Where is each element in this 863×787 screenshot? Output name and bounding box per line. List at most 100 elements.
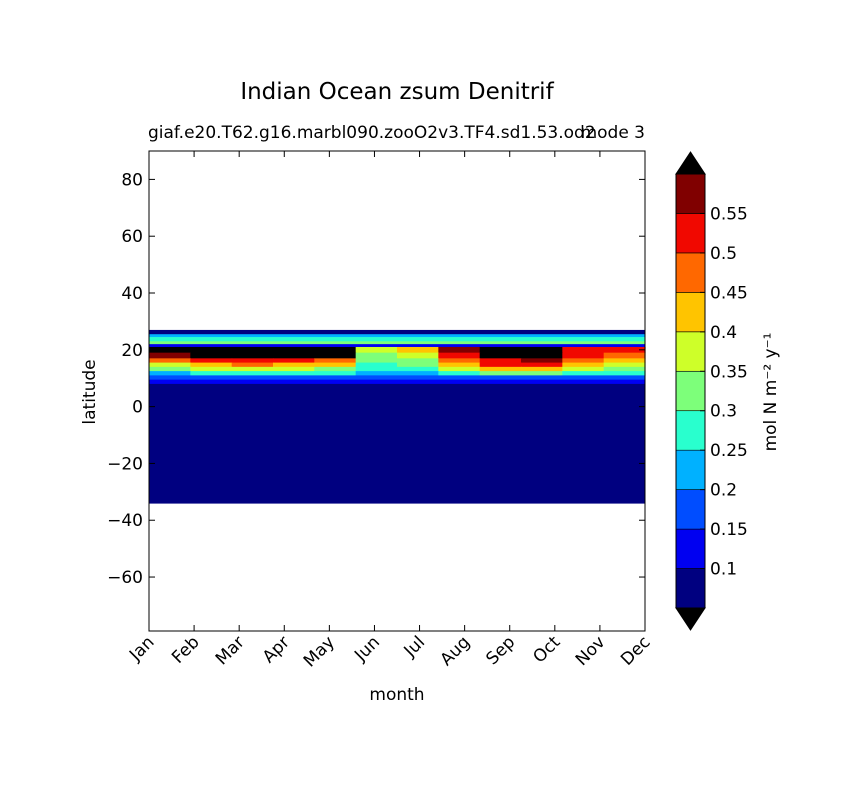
x-axis-label: month [369, 685, 424, 705]
heatmap-cell [603, 362, 646, 368]
x-tick-label: Aug [437, 632, 475, 670]
x-tick-label: Sep [482, 632, 519, 669]
heatmap-cell [149, 362, 191, 368]
x-tick-label: Dec [617, 632, 654, 669]
heatmap-cell [355, 362, 398, 368]
colorbar: 0.1 0.15 0.2 0.25 0.3 0.35 0.4 0.45 0.5 0.55 [675, 151, 748, 631]
y-axis-label: latitude [80, 359, 100, 424]
heatmap-cell [231, 352, 274, 359]
heatmap-cell [314, 371, 357, 376]
colorbar-extend-min [675, 607, 706, 631]
heatmap-cell [562, 358, 605, 363]
heatmap-cell [562, 352, 605, 359]
heatmap-cell [438, 346, 481, 354]
heatmap-cell [479, 366, 522, 372]
heatmap-cell [603, 346, 646, 354]
x-tick-label: Jan [125, 632, 158, 665]
heatmap-cell [273, 358, 315, 363]
heatmap-cell [438, 371, 481, 376]
heatmap-cell [521, 346, 563, 354]
heatmap-cell [273, 362, 315, 368]
heatmap-cell [149, 346, 191, 354]
heatmap-cell [397, 346, 439, 354]
colorbar-tick-label: 0.55 [710, 204, 748, 224]
x-tick-label: Apr [259, 632, 294, 667]
colorbar-segment [675, 449, 706, 490]
colorbar-segment [675, 568, 706, 609]
heatmap-cell [273, 352, 315, 359]
heatmap-cell [190, 371, 233, 376]
heatmap-cell [273, 366, 315, 372]
y-tick-label: 80 [121, 170, 143, 190]
heatmap-band [149, 379, 645, 385]
heatmap-cell [521, 362, 563, 368]
colorbar-tick-label: 0.3 [710, 402, 737, 422]
x-tick-label: Jun [350, 632, 384, 666]
heatmap-cell [397, 362, 439, 368]
heatmap-cell [273, 346, 315, 354]
y-tick-label: −40 [107, 511, 143, 531]
heatmap-cell [438, 358, 481, 363]
y-tick-label: −60 [107, 568, 143, 588]
x-tick-label: Nov [572, 632, 610, 670]
heatmap-cell [355, 358, 398, 363]
heatmap-cell [397, 366, 439, 372]
heatmap-band [149, 383, 645, 504]
colorbar-segment [675, 528, 706, 569]
y-tick-label: 60 [121, 227, 143, 247]
y-axis: 80 60 40 20 0 −20 −40 −60 [107, 170, 645, 588]
heatmap-cell [479, 352, 522, 359]
heatmap-cell [479, 346, 522, 354]
heatmap-cell [479, 362, 522, 368]
heatmap-cell [314, 352, 357, 359]
colorbar-segment [675, 213, 706, 254]
heatmap-cell [190, 366, 233, 372]
heatmap-cell [438, 366, 481, 372]
heatmap-cell [355, 352, 398, 359]
x-tick-label: Mar [212, 632, 249, 669]
colorbar-segment [675, 370, 706, 412]
plot-frame [148, 150, 646, 632]
colorbar-tick-label: 0.15 [710, 520, 748, 540]
heatmap-cell [149, 366, 191, 372]
heatmap-cell [562, 346, 605, 354]
heatmap-cell [273, 371, 315, 376]
x-tick-label: Feb [168, 632, 203, 667]
heatmap-cell [438, 362, 481, 368]
heatmap-cell [314, 362, 357, 368]
chart-subtitle-left: giaf.e20.T62.g16.marbl090.zooO2v3.TF4.sd… [148, 123, 596, 143]
colorbar-extend-max [675, 151, 706, 175]
heatmap-cell [603, 352, 646, 359]
colorbar-tick-label: 0.1 [710, 560, 737, 580]
colorbar-frame [675, 173, 706, 609]
chart-subtitle-right: mode 3 [581, 123, 645, 143]
heatmap-cell [231, 371, 274, 376]
heatmap-band [149, 334, 645, 338]
heatmap-cell [521, 366, 563, 372]
y-tick-label: 0 [132, 398, 143, 418]
heatmap-cell [149, 352, 191, 359]
heatmap-cell [190, 362, 233, 368]
heatmap-cell [562, 371, 605, 376]
heatmap-cell [231, 366, 274, 372]
heatmap-cell [231, 362, 274, 368]
heatmap-cell [562, 366, 605, 372]
colorbar-tick-label: 0.35 [710, 362, 748, 382]
colorbar-segment [675, 489, 706, 530]
heatmap-cell [190, 346, 233, 354]
colorbar-tick-label: 0.2 [710, 481, 737, 501]
heatmap-cell [314, 358, 357, 363]
colorbar-segment [675, 252, 706, 293]
heatmap-cell [190, 352, 233, 359]
heatmap-cell [190, 358, 233, 363]
heatmap-cell [149, 371, 191, 376]
heatmap-cell [438, 352, 481, 359]
heatmap-band [149, 344, 645, 348]
heatmap-cell [355, 366, 398, 372]
heatmap-cell [603, 366, 646, 372]
heatmap-band [149, 329, 645, 335]
heatmap-cell [231, 346, 274, 354]
heatmap-cell [521, 371, 563, 376]
heatmap-cell [603, 371, 646, 376]
